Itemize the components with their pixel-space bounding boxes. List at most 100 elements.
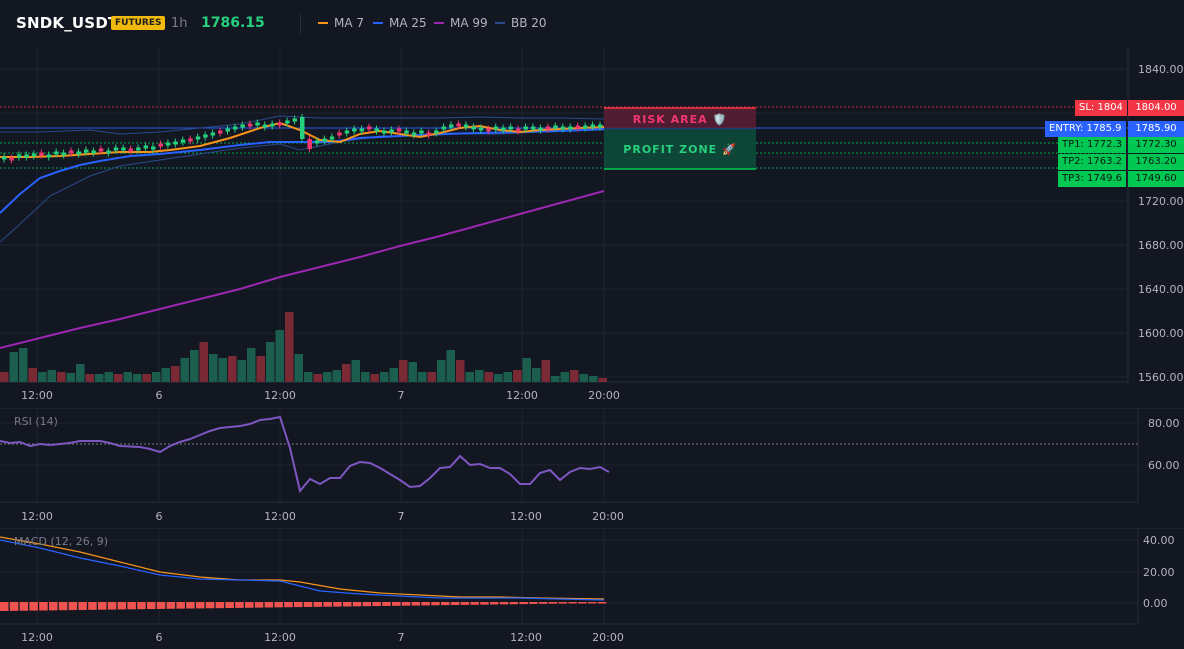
candle-body bbox=[218, 130, 223, 134]
volume-bar bbox=[266, 342, 275, 382]
candle-body bbox=[277, 122, 283, 126]
tp2-tag[interactable]: TP2: 1763.2 bbox=[1058, 154, 1127, 170]
price-tick: 1640.00 bbox=[1138, 283, 1184, 296]
sl-tag[interactable]: SL: 1804 bbox=[1075, 100, 1127, 116]
candle-body bbox=[61, 152, 67, 156]
candle-body bbox=[262, 124, 268, 128]
candle-body bbox=[337, 132, 342, 136]
macd-hist-bar bbox=[0, 602, 9, 611]
time-tick: 20:00 bbox=[592, 631, 624, 644]
macd-hist-bar bbox=[431, 602, 440, 606]
candle-body bbox=[46, 154, 52, 158]
volume-bar bbox=[285, 312, 294, 382]
volume-bar bbox=[532, 368, 541, 382]
time-tick: 7 bbox=[398, 510, 405, 523]
candle-body bbox=[456, 123, 461, 127]
time-tick: 12:00 bbox=[506, 389, 538, 402]
time-tick: 20:00 bbox=[588, 389, 620, 402]
macd-hist-bar bbox=[274, 602, 283, 608]
macd-pane[interactable]: MACD (12, 26, 9) 40.00 20.00 0.00 12:00 … bbox=[0, 528, 1184, 649]
price-tick: 1560.00 bbox=[1138, 371, 1184, 384]
legend-ma25[interactable]: MA 25 bbox=[373, 16, 427, 30]
time-tick: 20:00 bbox=[592, 510, 624, 523]
candle-body bbox=[247, 123, 253, 127]
volume-bar bbox=[199, 342, 208, 382]
volume-bar bbox=[171, 366, 180, 382]
candle-body bbox=[106, 150, 111, 154]
candle-body bbox=[180, 139, 186, 143]
volume-bar bbox=[190, 350, 199, 382]
time-tick: 12:00 bbox=[264, 631, 296, 644]
header-divider bbox=[300, 14, 301, 34]
candle-body bbox=[173, 141, 178, 145]
volume-bar bbox=[313, 374, 322, 382]
candle-body bbox=[411, 132, 417, 136]
macd-tick: 0.00 bbox=[1143, 597, 1168, 610]
volume-bar bbox=[437, 360, 446, 382]
time-tick: 12:00 bbox=[264, 389, 296, 402]
macd-hist-bar bbox=[166, 602, 176, 609]
time-tick: 12:00 bbox=[21, 510, 53, 523]
risk-area-box bbox=[604, 108, 756, 128]
candle-body bbox=[501, 127, 506, 131]
candle-body bbox=[83, 149, 89, 153]
symbol-name[interactable]: SNDK_USDT bbox=[16, 14, 119, 32]
volume-bar bbox=[589, 376, 598, 382]
candle-body bbox=[16, 154, 22, 158]
risk-area-label: RISK AREA 🛡️ bbox=[632, 113, 728, 126]
volume-bar bbox=[598, 378, 607, 382]
rsi-pane[interactable]: RSI (14) 80.00 60.00 12:00 6 12:00 7 12:… bbox=[0, 408, 1184, 528]
macd-hist-bar bbox=[382, 602, 391, 606]
volume-bar bbox=[47, 370, 56, 382]
macd-hist-bar bbox=[156, 602, 166, 609]
macd-hist-bar bbox=[333, 602, 342, 607]
time-tick: 6 bbox=[156, 631, 163, 644]
legend-ma7[interactable]: MA 7 bbox=[318, 16, 364, 30]
macd-hist-bar bbox=[49, 602, 58, 611]
time-tick: 12:00 bbox=[21, 631, 53, 644]
volume-bar bbox=[28, 368, 37, 382]
price-tick: 1680.00 bbox=[1138, 239, 1184, 252]
candle-body bbox=[568, 126, 573, 130]
volume-bar bbox=[484, 372, 493, 382]
candle-body bbox=[389, 129, 394, 133]
macd-hist-bar bbox=[470, 602, 479, 605]
candle-body bbox=[545, 126, 551, 130]
candle-body bbox=[434, 130, 439, 134]
futures-badge: FUTURES bbox=[111, 16, 166, 30]
tp3-tag[interactable]: TP3: 1749.6 bbox=[1058, 171, 1127, 187]
macd-signal-line bbox=[0, 536, 605, 600]
macd-hist-bar bbox=[401, 602, 411, 606]
candle-body bbox=[523, 126, 528, 130]
candle-body bbox=[441, 126, 447, 130]
legend-bb20[interactable]: BB 20 bbox=[495, 16, 547, 30]
macd-hist-bar bbox=[499, 602, 509, 605]
macd-hist-bar bbox=[88, 602, 97, 610]
volume-bar bbox=[38, 372, 47, 382]
tp2-price-label: 1763.20 bbox=[1128, 154, 1184, 170]
volume-bar bbox=[513, 370, 522, 382]
candle-body bbox=[121, 147, 126, 151]
price-chart[interactable]: 1840.00 1720.00 1680.00 1640.00 1600.00 … bbox=[0, 46, 1184, 408]
profit-zone-label: PROFIT ZONE 🚀 bbox=[623, 143, 737, 156]
candle-body bbox=[359, 128, 365, 132]
legend-ma99[interactable]: MA 99 bbox=[434, 16, 488, 30]
entry-tag[interactable]: ENTRY: 1785.9 bbox=[1045, 121, 1126, 137]
macd-hist-bar bbox=[205, 602, 215, 609]
volume-bar bbox=[304, 372, 313, 382]
macd-hist-bar bbox=[147, 602, 156, 610]
macd-tick: 40.00 bbox=[1143, 534, 1175, 547]
volume-bar bbox=[361, 372, 370, 382]
candle-body bbox=[329, 136, 335, 140]
volume-bar bbox=[66, 373, 75, 382]
volume-bar bbox=[209, 354, 218, 382]
candle-body bbox=[39, 152, 44, 156]
macd-hist-bar bbox=[480, 602, 489, 605]
volume-bar bbox=[446, 350, 455, 382]
timeframe-selector[interactable]: 1h bbox=[171, 16, 188, 31]
tp1-tag[interactable]: TP1: 1772.3 bbox=[1058, 137, 1127, 153]
volume-bar bbox=[218, 358, 227, 382]
candle-body bbox=[426, 132, 432, 136]
ma7-swatch bbox=[318, 22, 328, 24]
volume-bar bbox=[418, 372, 427, 382]
